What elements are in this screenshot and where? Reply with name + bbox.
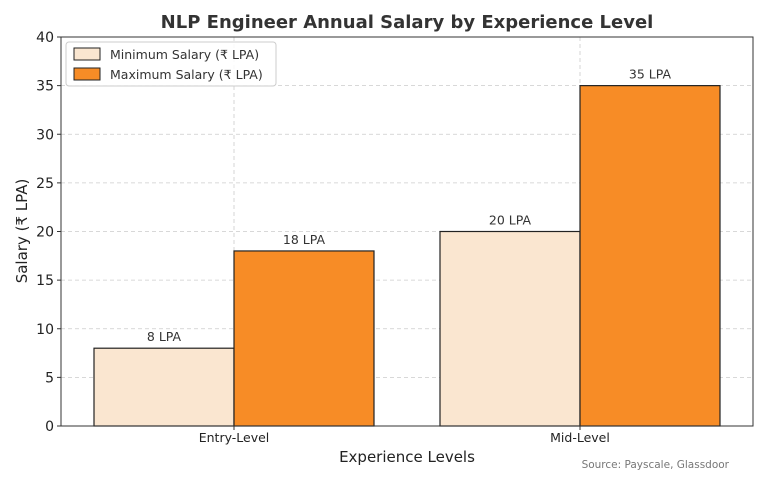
bar-max-entry-level	[233, 250, 375, 427]
bars	[93, 85, 721, 427]
y-tick-label: 15	[36, 273, 54, 289]
legend-swatch-min	[73, 47, 101, 61]
y-tick-label: 10	[36, 322, 54, 338]
y-tick-label: 20	[36, 225, 54, 241]
data-label: 8 LPA	[147, 329, 182, 344]
y-tick-label: 35	[36, 79, 54, 95]
bar-max-mid-level	[579, 85, 721, 427]
x-tick-label: Entry-Level	[199, 430, 270, 445]
chart-title: NLP Engineer Annual Salary by Experience…	[161, 12, 654, 33]
y-axis-ticks: 0 5 10 15 20 25 30 35 40	[36, 30, 61, 435]
data-labels: 8 LPA 18 LPA 20 LPA 35 LPA	[147, 67, 672, 345]
legend-label-min: Minimum Salary (₹ LPA)	[110, 47, 259, 62]
x-axis-label: Experience Levels	[339, 448, 475, 466]
y-tick-label: 40	[36, 30, 54, 46]
y-axis-label: Salary (₹ LPA)	[13, 179, 31, 284]
x-axis-ticks: Entry-Level Mid-Level	[199, 426, 610, 445]
legend-swatch-max	[73, 67, 101, 81]
legend-label-max: Maximum Salary (₹ LPA)	[110, 67, 263, 82]
data-label: 18 LPA	[283, 232, 326, 247]
y-tick-label: 25	[36, 176, 54, 192]
source-note: Source: Payscale, Glassdoor	[582, 459, 730, 471]
y-tick-label: 5	[45, 370, 54, 386]
data-label: 35 LPA	[629, 67, 672, 82]
bar-min-entry-level	[93, 347, 235, 427]
legend-box	[65, 41, 277, 87]
data-label: 20 LPA	[489, 213, 532, 228]
y-tick-label: 0	[45, 419, 54, 435]
y-tick-label: 30	[36, 127, 54, 143]
legend: Minimum Salary (₹ LPA) Maximum Salary (₹…	[65, 41, 277, 87]
bar-min-mid-level	[439, 230, 581, 427]
x-tick-label: Mid-Level	[550, 430, 610, 445]
